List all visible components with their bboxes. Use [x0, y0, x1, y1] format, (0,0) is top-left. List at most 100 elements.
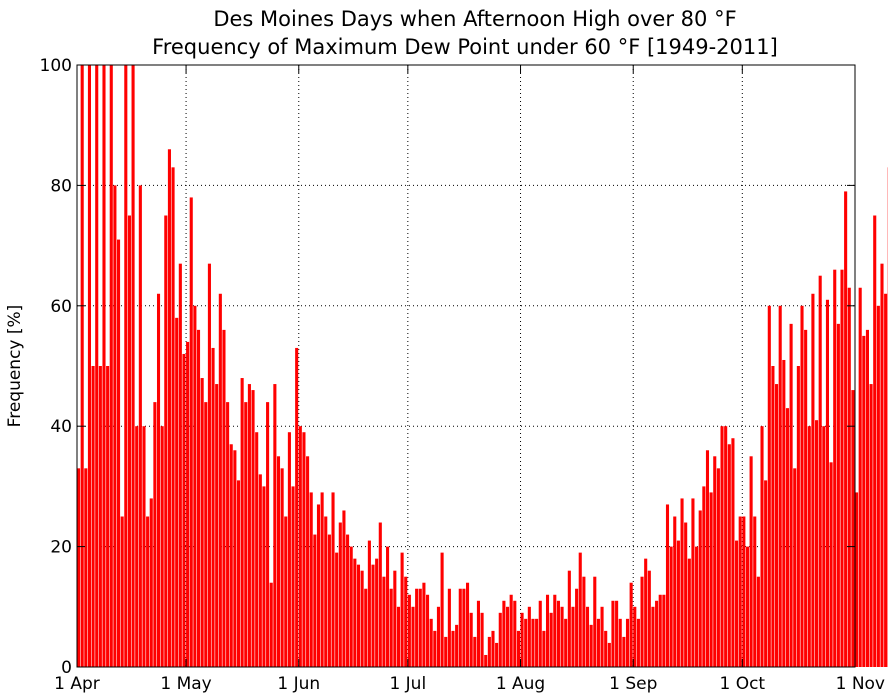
bar [647, 570, 651, 667]
bar [669, 546, 673, 667]
bar [655, 600, 659, 667]
bar [636, 618, 640, 667]
bar [375, 558, 379, 667]
bar [615, 600, 619, 667]
bar [764, 480, 768, 667]
bar [258, 474, 262, 667]
bar [262, 486, 266, 667]
bar [749, 456, 753, 667]
bar [146, 516, 150, 667]
bar [447, 588, 451, 667]
bar [80, 65, 84, 667]
bar [313, 534, 317, 667]
bar [556, 600, 560, 667]
bar [527, 606, 531, 667]
bar [335, 552, 339, 667]
bar [211, 347, 215, 667]
bar [676, 540, 680, 667]
y-axis-ticks: 0 20 40 60 80 100 [40, 56, 855, 678]
bar [353, 558, 357, 667]
bar [411, 606, 415, 667]
bar [291, 486, 295, 667]
bar [505, 606, 510, 667]
bar [342, 510, 346, 667]
bar [535, 618, 539, 667]
bar [651, 606, 655, 667]
bar [658, 594, 662, 667]
bar [735, 540, 739, 667]
bar [560, 606, 564, 667]
bar [731, 438, 735, 667]
bar [793, 468, 797, 667]
bar [102, 65, 106, 667]
bar [575, 588, 579, 667]
bar [378, 522, 382, 667]
bar [775, 384, 779, 667]
bar [189, 197, 193, 667]
bar [244, 402, 248, 667]
plot-frame [76, 64, 856, 668]
bar [825, 299, 830, 667]
bar [756, 576, 760, 667]
bar [611, 600, 615, 667]
bar [120, 516, 124, 667]
bar [778, 305, 782, 667]
bar [796, 366, 800, 667]
bar [498, 612, 502, 667]
bar [440, 552, 444, 667]
bar [593, 576, 597, 667]
bar [436, 606, 441, 667]
bar [393, 570, 397, 667]
bar [833, 269, 837, 667]
bar [207, 263, 211, 667]
bar [316, 504, 321, 667]
y-tick-label: 80 [50, 176, 72, 196]
bar [109, 65, 113, 667]
bar [338, 522, 342, 667]
bar [193, 305, 197, 667]
bar [836, 323, 840, 667]
bar [727, 444, 731, 667]
bar [360, 570, 364, 667]
bar [156, 293, 161, 667]
bar [331, 492, 335, 667]
bar [855, 492, 859, 667]
y-tick-label: 100 [40, 56, 72, 76]
bar [822, 426, 826, 667]
bar [509, 594, 513, 667]
bar [847, 287, 851, 667]
bar [571, 606, 575, 667]
y-tick-label: 60 [50, 297, 72, 317]
bar [298, 426, 302, 667]
bar [247, 384, 251, 667]
bar [531, 618, 535, 667]
bar [236, 480, 241, 667]
bar [480, 612, 484, 667]
bar [346, 534, 350, 667]
bar [644, 558, 648, 667]
bar [542, 630, 546, 667]
bar [680, 498, 684, 667]
bar [255, 432, 259, 667]
bar [625, 618, 630, 667]
bar [284, 516, 288, 667]
bar [880, 263, 884, 667]
bar [222, 329, 226, 667]
bar [396, 606, 401, 667]
x-tick-label: 1 Nov [836, 674, 885, 694]
bar [520, 612, 524, 667]
bar [596, 618, 600, 667]
bar [724, 426, 728, 667]
bar [226, 402, 230, 667]
bar [131, 65, 135, 667]
x-axis-ticks: 1 Apr 1 May 1 Jun 1 Jul 1 Aug 1 Sep 1 Oct 1 Nov [54, 65, 885, 694]
x-tick-label: 1 May [160, 674, 211, 694]
bar [404, 576, 408, 667]
bar [873, 215, 877, 667]
bar [862, 335, 866, 667]
bar [604, 630, 608, 667]
bar [495, 642, 499, 667]
bar [451, 630, 455, 667]
bar [709, 492, 713, 667]
bar [349, 546, 353, 667]
